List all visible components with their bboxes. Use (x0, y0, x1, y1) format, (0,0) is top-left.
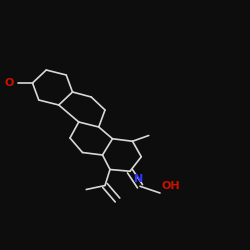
Text: OH: OH (161, 181, 180, 191)
Text: N: N (134, 174, 143, 184)
Text: O: O (5, 78, 14, 88)
